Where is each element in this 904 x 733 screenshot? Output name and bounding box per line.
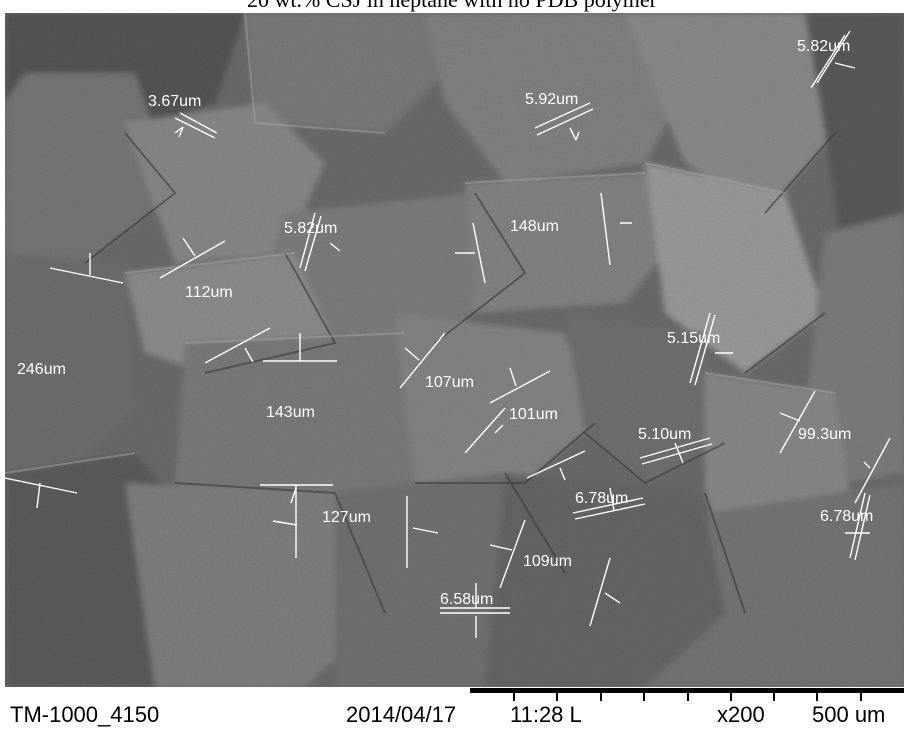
measurement-label: 107um — [425, 374, 474, 391]
measurement-label: 109um — [523, 553, 572, 570]
sem-micrograph: 3.67um 5.92um 5.82um 5.82um 148um 112um … — [5, 13, 904, 687]
measurement-label: 5.10um — [638, 426, 691, 443]
scale-bar-tick — [773, 688, 775, 701]
scale-bar-tick — [730, 688, 732, 701]
scale-bar-tick — [643, 688, 645, 701]
magnification: x200 — [717, 702, 765, 727]
measurement-label: 246um — [17, 361, 66, 378]
sem-footer: TM-1000_4150 2014/04/17 11:28 L x200 500… — [0, 688, 904, 733]
measurement-label: 112um — [185, 284, 233, 301]
measurement-label: 5.82um — [797, 38, 850, 55]
measurement-label: 143um — [266, 404, 315, 421]
measurement-lines — [5, 30, 891, 638]
measurement-label: 127um — [322, 509, 371, 526]
measurement-label: 5.15um — [667, 330, 720, 347]
measurement-label: 101um — [509, 406, 558, 423]
scale-bar-tick — [860, 688, 862, 701]
scale-bar-tick — [600, 688, 602, 701]
measurement-label: 99.3um — [798, 426, 851, 443]
capture-time: 11:28 L — [510, 702, 582, 727]
scale-bar-tick — [556, 688, 558, 701]
measurement-label: 6.78um — [575, 490, 628, 507]
capture-date: 2014/04/17 — [346, 702, 457, 727]
figure-caption: 20 wt.% CSJ in heptane with no PDB polym… — [0, 0, 904, 13]
scale-bar-tick — [816, 688, 818, 701]
measurement-label: 5.82um — [284, 220, 337, 237]
scale-bar-tick — [687, 688, 689, 701]
scale-bar-tick — [513, 688, 515, 701]
measurement-label: 148um — [510, 218, 559, 235]
measurement-label: 5.92um — [525, 91, 578, 108]
measurement-label: 6.78um — [820, 508, 873, 525]
instrument-id: TM-1000_4150 — [10, 702, 160, 727]
measurement-label: 6.58um — [440, 591, 493, 608]
scale-label: 500 um — [812, 702, 886, 727]
measurement-label: 3.67um — [148, 93, 201, 110]
